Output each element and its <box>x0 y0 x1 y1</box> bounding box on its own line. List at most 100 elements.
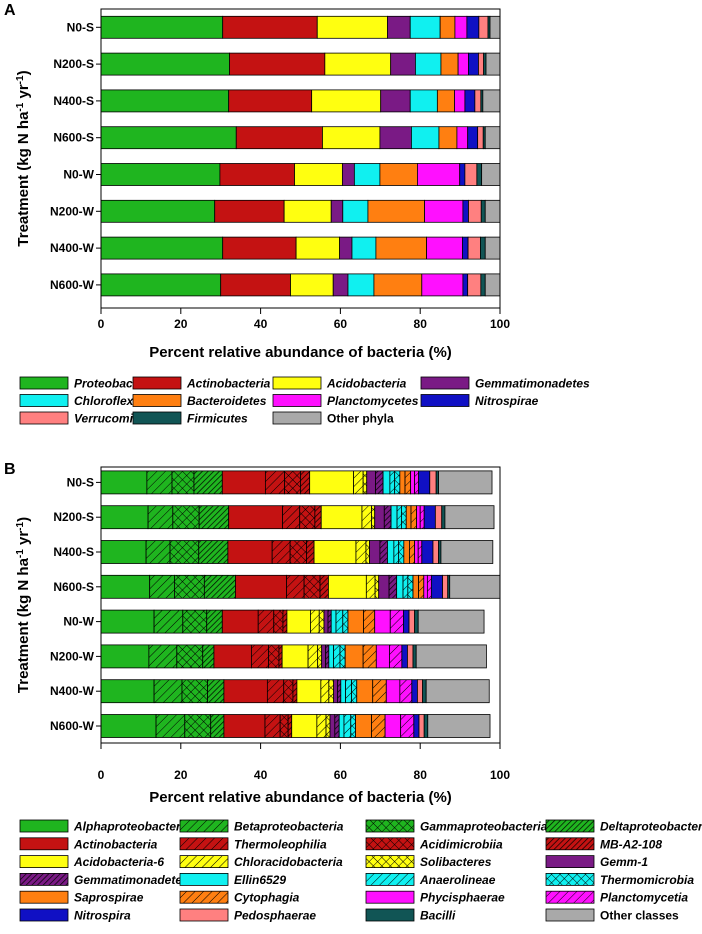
bar-segment-gemm-1-n600-s <box>378 574 390 599</box>
bar-segment-phycisphaerae-n600-s <box>423 574 428 599</box>
bar-row-n400-s <box>100 89 501 113</box>
bar-segment-mb-a2-108-n600-s <box>319 574 329 599</box>
legend-label: Thermoleophilia <box>234 837 327 851</box>
x-tick-label-40: 40 <box>254 317 268 331</box>
legend-swatch <box>179 908 229 922</box>
bar-segment-nitrospira-n600-s <box>430 574 443 599</box>
bar-segment-alphaproteobacteria-n400-s <box>100 540 147 564</box>
legend-item-firmicutes: Firmicutes <box>132 411 248 426</box>
y-tick-label-n0-w: N0-W <box>63 168 94 182</box>
bar-segment-anaerolineae-n600-w <box>343 714 352 738</box>
bar-segment-thermomicrobia-n0-w <box>342 609 349 634</box>
bar-segment-other-classes-n600-w <box>427 714 491 738</box>
legend-item-thermoleophilia: Thermoleophilia <box>179 837 327 851</box>
bar-segment-betaproteobacteria-n600-s <box>149 574 175 599</box>
legend-item-mb-a2-108: MB-A2-108 <box>545 837 662 851</box>
legend-swatch <box>132 411 182 425</box>
bar-segment-saprospirae-n200-w <box>344 644 364 669</box>
bar-segment-betaproteobacteria-n0-w <box>153 609 184 634</box>
legend-label: Solibacteres <box>420 855 492 869</box>
bar-segment-deltaproteobacteria-n400-s <box>198 540 229 564</box>
x-tick-label-100: 100 <box>490 317 510 331</box>
bar-segment-gammaproteobacteria-n200-s <box>172 505 200 530</box>
x-tick-label-20: 20 <box>174 317 188 331</box>
panel-a: A N0-S N200-S N400-S N600-S N0-W N200-W N400-W N… <box>4 2 590 426</box>
legend-item-betaproteobacteria: Betaproteobacteria <box>179 820 344 834</box>
legend-item-anaerolineae: Anaerolineae <box>365 873 496 887</box>
bar-segment-saprospirae-n0-s <box>399 470 406 495</box>
bar-segment-gemm-1-n200-s <box>374 505 385 530</box>
bar-segment-nitrospirae-n400-s <box>464 89 476 113</box>
bar-segment-actinobacteria-n600-w <box>223 714 266 738</box>
legend-label: Firmicutes <box>187 412 248 426</box>
bar-segment-anaerolineae-n400-s <box>393 540 400 564</box>
bar-segment-ellin6529-n400-s <box>387 540 395 564</box>
legend-label: Gemmatimonadetes <box>74 873 189 887</box>
bar-segment-ellin6529-n200-w <box>328 644 335 669</box>
legend-item-chloracidobacteria: Chloracidobacteria <box>179 855 343 869</box>
bar-segment-phycisphaerae-n0-s <box>410 470 416 495</box>
bar-segment-solibacteres-n600-w <box>325 714 331 738</box>
bar-segment-saprospirae-n0-w <box>347 609 364 634</box>
bar-segment-mb-a2-108-n0-w <box>282 609 288 634</box>
x-tick-label-80: 80 <box>414 317 428 331</box>
legend-swatch <box>545 855 595 868</box>
bar-segment-anaerolineae-n200-s <box>396 505 402 530</box>
bar-segment-deltaproteobacteria-n200-s <box>198 505 230 530</box>
bar-segment-cytophagia-n0-w <box>363 609 376 634</box>
bar-segment-alphaproteobacteria-n600-s <box>100 574 151 599</box>
bar-segment-bacteroidetes-n400-w <box>375 236 427 260</box>
bar-segment-actinobacteria-n200-w <box>213 644 252 669</box>
legend-label: Acidobacteria-6 <box>73 855 164 869</box>
bar-segment-planctomycetes-n200-w <box>424 199 464 223</box>
legend-swatch <box>365 908 415 922</box>
bar-segment-actinobacteria-n400-w <box>222 236 297 260</box>
bar-segment-mb-a2-108-n400-w <box>292 679 298 704</box>
bar-segment-alphaproteobacteria-n0-s <box>100 470 148 495</box>
legend-label: Ellin6529 <box>234 873 286 887</box>
panel-letter: A <box>4 2 16 19</box>
bar-segment-actinobacteria-n0-w <box>221 609 259 634</box>
bar-segment-alphaproteobacteria-n200-w <box>100 644 150 669</box>
legend-item-chloroflexi: Chloroflexi <box>19 394 137 408</box>
bar-segment-solibacteres-n200-w <box>317 644 323 669</box>
bar-segment-acidimicrobiia-n0-w <box>273 609 284 634</box>
x-tick-label-0: 0 <box>98 768 105 782</box>
bar-segment-thermoleophilia-n200-w <box>251 644 269 669</box>
bar-segment-gemmatimonadetes-n200-w <box>330 199 344 223</box>
legend-swatch <box>545 837 595 851</box>
bar-segment-gemm-1-n400-w <box>333 679 339 704</box>
bar-segment-proteobacteria-n400-w <box>100 236 224 260</box>
bar-segment-bacilli-n200-w <box>412 644 417 669</box>
bar-segment-other-classes-n0-s <box>438 470 493 495</box>
bar-segment-gammaproteobacteria-n400-s <box>169 540 200 564</box>
bar-segment-planctomycetia-n200-w <box>389 644 403 669</box>
bar-segment-gemmatimonadetes-n400-s <box>379 540 388 564</box>
legend-item-actinobacteria: Actinobacteria <box>132 377 271 391</box>
bar-segment-saprospirae-n600-s <box>412 574 420 599</box>
bar-segment-ellin6529-n200-s <box>390 505 398 530</box>
legend-label: Phycisphaerae <box>420 891 505 905</box>
bar-segment-acidobacteria-6-n600-w <box>291 714 318 738</box>
bar-segment-mb-a2-108-n200-w <box>278 644 283 669</box>
bar-segment-planctomycetes-n400-w <box>426 236 463 260</box>
legend-item-gemm-1: Gemm-1 <box>545 855 648 869</box>
bar-segment-nitrospirae-n600-w <box>462 273 469 297</box>
legend-item-solibacteres: Solibacteres <box>365 855 492 869</box>
bar-segment-other-classes-n200-s <box>444 505 495 530</box>
bar-segment-acidobacteria-n400-w <box>295 236 340 260</box>
bar-segment-nitrospirae-n400-w <box>462 236 469 260</box>
bar-segment-gammaproteobacteria-n0-w <box>182 609 208 634</box>
bar-segment-planctomycetia-n400-s <box>417 540 423 564</box>
bar-segment-chloroflexi-n400-s <box>409 89 438 113</box>
bar-segment-anaerolineae-n0-s <box>389 470 396 495</box>
bar-segment-acidobacteria-n400-s <box>311 89 382 113</box>
legend-item-alphaproteobacteria: Alphaproteobacteria <box>19 820 191 834</box>
bar-segment-alphaproteobacteria-n400-w <box>100 679 155 704</box>
bar-segment-nitrospira-n0-s <box>418 470 431 495</box>
legend-label: Gemmatimonadetes <box>475 377 590 391</box>
bar-segment-actinobacteria-n0-s <box>222 15 318 39</box>
bar-segment-acidimicrobiia-n400-w <box>283 679 294 704</box>
legend-swatch <box>179 873 229 886</box>
bar-segment-acidimicrobiia-n600-s <box>303 574 321 599</box>
